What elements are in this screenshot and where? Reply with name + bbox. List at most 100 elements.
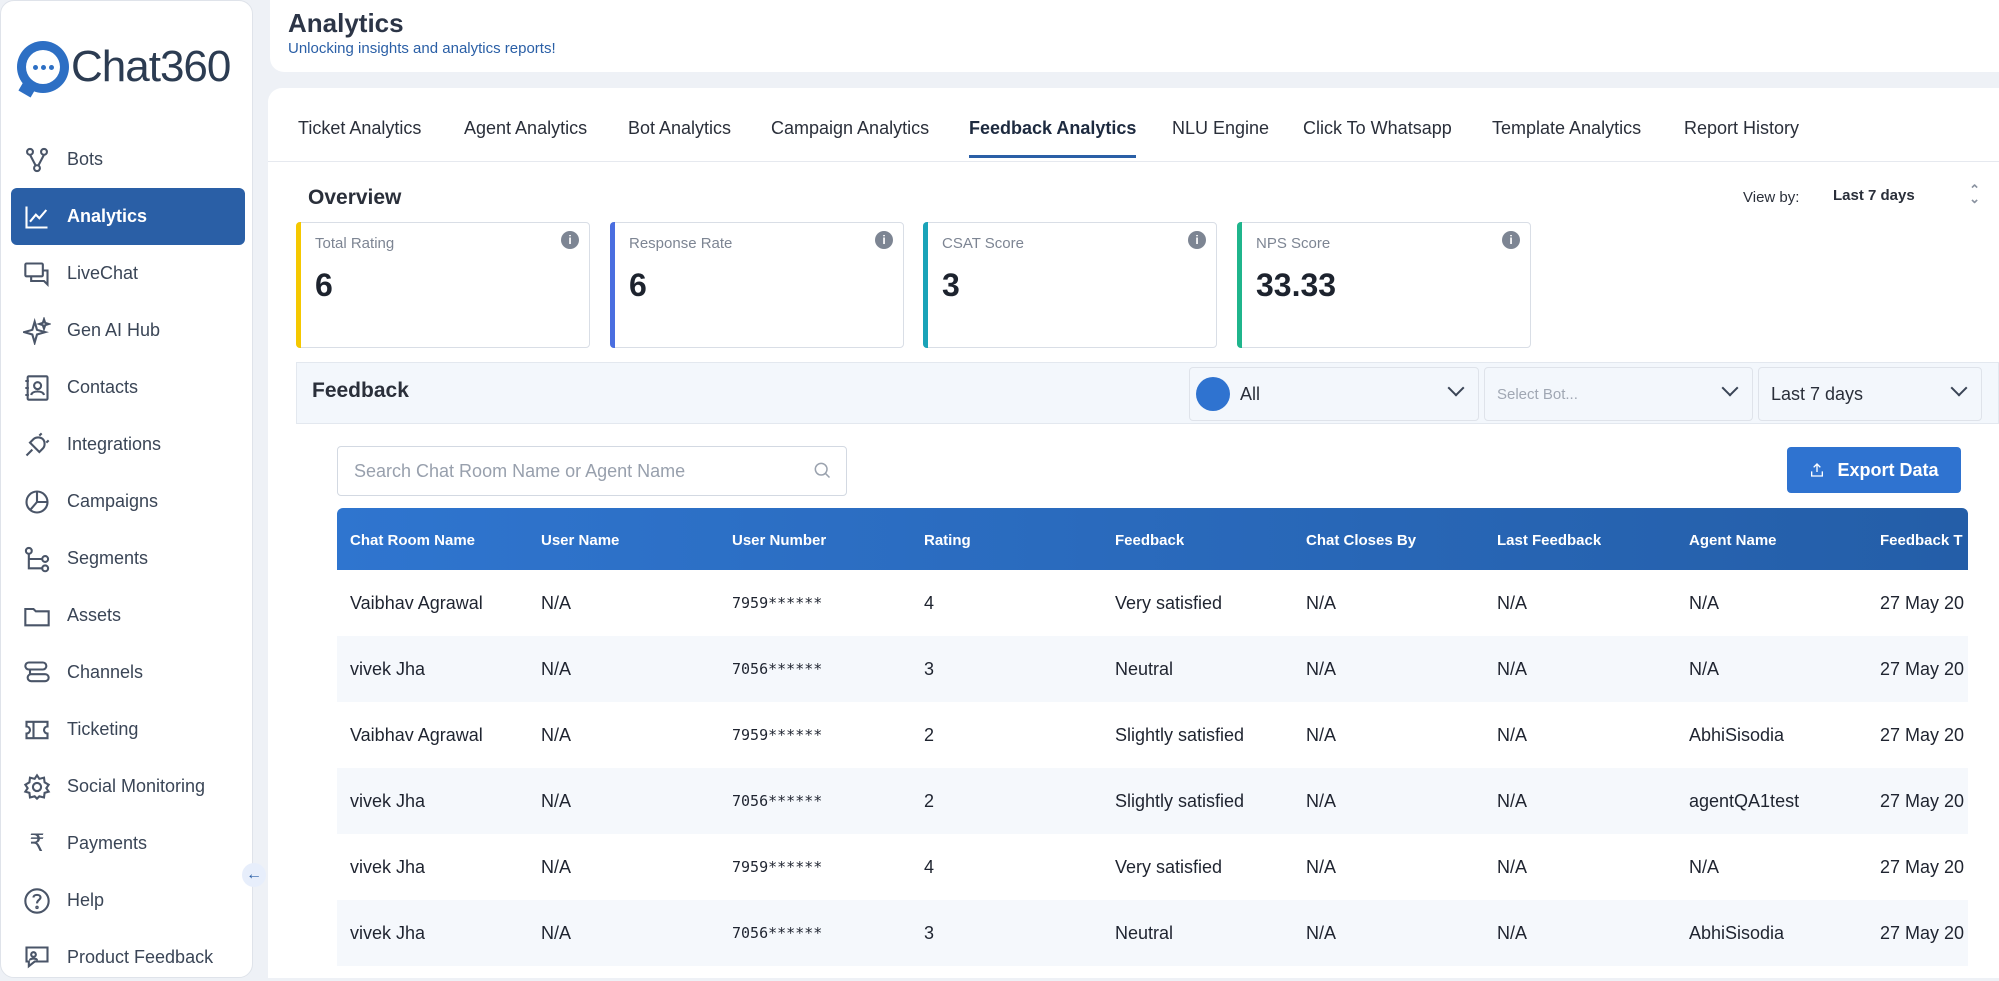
sparkle-icon xyxy=(23,316,51,345)
view-by-select[interactable]: Last 7 days ⌃ ⌄ xyxy=(1833,182,1998,206)
kpi-value: 6 xyxy=(629,267,647,303)
column-header[interactable]: Last Feedback xyxy=(1497,531,1602,549)
tab-ticket-analytics[interactable]: Ticket Analytics xyxy=(298,118,422,138)
sidebar-item-social-monitoring[interactable]: Social Monitoring xyxy=(11,758,245,815)
column-header[interactable]: Chat Closes By xyxy=(1306,531,1417,549)
sidebar-item-channels[interactable]: Channels xyxy=(11,644,245,701)
sidebar-item-campaigns[interactable]: Campaigns xyxy=(11,473,245,530)
cell-feedback: Neutral xyxy=(1115,922,1174,943)
cell-user-name: N/A xyxy=(541,922,572,943)
sidebar-item-label: Bots xyxy=(67,149,104,169)
info-icon[interactable]: i xyxy=(875,231,893,249)
sidebar-item-integrations[interactable]: Integrations xyxy=(11,416,245,473)
kpi-label: Response Rate xyxy=(629,235,733,252)
info-icon[interactable]: i xyxy=(1188,231,1206,249)
column-header[interactable]: Feedback T xyxy=(1880,531,1963,549)
kpi-value: 6 xyxy=(315,267,333,303)
cell-chat-closes-by: N/A xyxy=(1306,724,1337,745)
kpi-value: 3 xyxy=(942,267,960,303)
kpi-accent-bar xyxy=(1237,222,1242,348)
column-header[interactable]: Feedback xyxy=(1115,531,1185,549)
bot-filter-dropdown[interactable]: Select Bot... xyxy=(1484,367,1753,421)
cell-agent-name: N/A xyxy=(1689,658,1720,679)
plug-icon xyxy=(25,432,50,456)
sidebar-item-livechat[interactable]: LiveChat xyxy=(11,245,245,302)
overview-title: Overview xyxy=(308,186,402,209)
sidebar-item-label: Ticketing xyxy=(67,719,139,739)
bots-icon xyxy=(26,147,48,172)
sidebar-item-gen-ai-hub[interactable]: Gen AI Hub xyxy=(11,302,245,359)
sidebar-item-contacts[interactable]: Contacts xyxy=(11,359,245,416)
cell-agent-name: AbhiSisodia xyxy=(1689,922,1785,943)
cell-chat-closes-by: N/A xyxy=(1306,658,1337,679)
collapse-sidebar-button[interactable]: ← xyxy=(242,863,266,887)
tab-click-to-whatsapp[interactable]: Click To Whatsapp xyxy=(1303,118,1452,138)
chevron-down-icon xyxy=(1721,379,1739,397)
table-row[interactable]: Vaibhav Agrawal N/A 7959****** 2 Slightl… xyxy=(337,702,1968,768)
tab-agent-analytics[interactable]: Agent Analytics xyxy=(464,118,588,138)
search-icon[interactable] xyxy=(812,460,832,480)
tab-nlu-engine[interactable]: NLU Engine xyxy=(1172,118,1270,138)
table-row[interactable]: vivek Jha N/A 7056****** 3 Neutral N/A N… xyxy=(337,900,1968,966)
cell-rating: 2 xyxy=(924,724,935,745)
table-header: Chat Room Name User Name User Number Rat… xyxy=(337,508,1968,570)
cell-user-number: 7959****** xyxy=(732,726,823,744)
cell-rating: 4 xyxy=(924,856,935,877)
chevron-down-icon xyxy=(1447,379,1465,397)
sidebar-item-payments[interactable]: ₹ Payments xyxy=(11,815,245,872)
sidebar-item-product-feedback[interactable]: Product Feedback xyxy=(11,929,245,981)
sidebar-item-label: Campaigns xyxy=(67,491,159,511)
search-input[interactable] xyxy=(338,447,846,495)
column-header[interactable]: Rating xyxy=(924,531,971,549)
sidebar-item-analytics[interactable]: Analytics xyxy=(11,188,245,245)
cell-user-number: 7056****** xyxy=(732,792,823,810)
tab-template-analytics[interactable]: Template Analytics xyxy=(1492,118,1642,138)
sidebar-item-label: Help xyxy=(67,890,105,910)
column-header[interactable]: Agent Name xyxy=(1689,531,1777,549)
table-row[interactable]: vivek Jha N/A 7056****** 3 Neutral N/A N… xyxy=(337,636,1968,702)
sidebar-item-help[interactable]: Help xyxy=(11,872,245,929)
column-header[interactable]: User Name xyxy=(541,531,620,549)
export-label: Export Data xyxy=(1837,459,1939,480)
column-header[interactable]: Chat Room Name xyxy=(350,531,476,549)
info-icon[interactable]: i xyxy=(1502,231,1520,249)
info-icon[interactable]: i xyxy=(561,231,579,249)
cell-user-number: 7056****** xyxy=(732,660,823,678)
cell-feedback-time: 27 May 20 xyxy=(1880,922,1965,943)
export-icon xyxy=(1811,463,1824,477)
help-icon xyxy=(24,887,50,914)
sidebar-item-assets[interactable]: Assets xyxy=(11,587,245,644)
tab-feedback-analytics[interactable]: Feedback Analytics xyxy=(969,118,1137,158)
date-filter-dropdown[interactable]: Last 7 days xyxy=(1758,367,1982,421)
sidebar-item-bots[interactable]: Bots xyxy=(11,131,245,188)
table-row[interactable]: vivek Jha N/A 7959****** 4 Very satisfie… xyxy=(337,834,1968,900)
export-data-button[interactable]: Export Data xyxy=(1787,447,1961,493)
cell-feedback-time: 27 May 20 xyxy=(1880,790,1965,811)
tab-bot-analytics[interactable]: Bot Analytics xyxy=(628,118,732,138)
view-by-value: Last 7 days xyxy=(1833,187,1915,204)
cell-chat-room: Vaibhav Agrawal xyxy=(350,724,483,745)
brand-logo[interactable]: Chat360 xyxy=(17,41,231,93)
channel-filter-dropdown[interactable]: All xyxy=(1189,367,1479,421)
sidebar-item-label: Contacts xyxy=(67,377,139,397)
table-row[interactable]: Vaibhav Agrawal N/A 7959****** 4 Very sa… xyxy=(337,570,1968,636)
sidebar-item-ticketing[interactable]: Ticketing xyxy=(11,701,245,758)
column-header[interactable]: User Number xyxy=(732,531,827,549)
cell-agent-name: AbhiSisodia xyxy=(1689,724,1785,745)
cell-user-name: N/A xyxy=(541,790,572,811)
cell-rating: 4 xyxy=(924,592,935,613)
cell-feedback-time: 27 May 20 xyxy=(1880,592,1965,613)
table-row[interactable]: vivek Jha N/A 7056****** 2 Slightly sati… xyxy=(337,768,1968,834)
sidebar-item-label: Gen AI Hub xyxy=(67,320,161,340)
cell-rating: 2 xyxy=(924,790,935,811)
channels-icon xyxy=(24,660,50,682)
tab-report-history[interactable]: Report History xyxy=(1684,118,1800,138)
cell-chat-closes-by: N/A xyxy=(1306,592,1337,613)
tab-campaign-analytics[interactable]: Campaign Analytics xyxy=(771,118,930,138)
sidebar-item-label: Analytics xyxy=(67,206,148,226)
sort-updown-icon: ⌃ ⌄ xyxy=(1969,182,1980,206)
view-by-label: View by: xyxy=(1743,189,1800,206)
cell-last-feedback: N/A xyxy=(1497,922,1528,943)
pie-icon xyxy=(25,489,49,514)
sidebar-item-segments[interactable]: Segments xyxy=(11,530,245,587)
